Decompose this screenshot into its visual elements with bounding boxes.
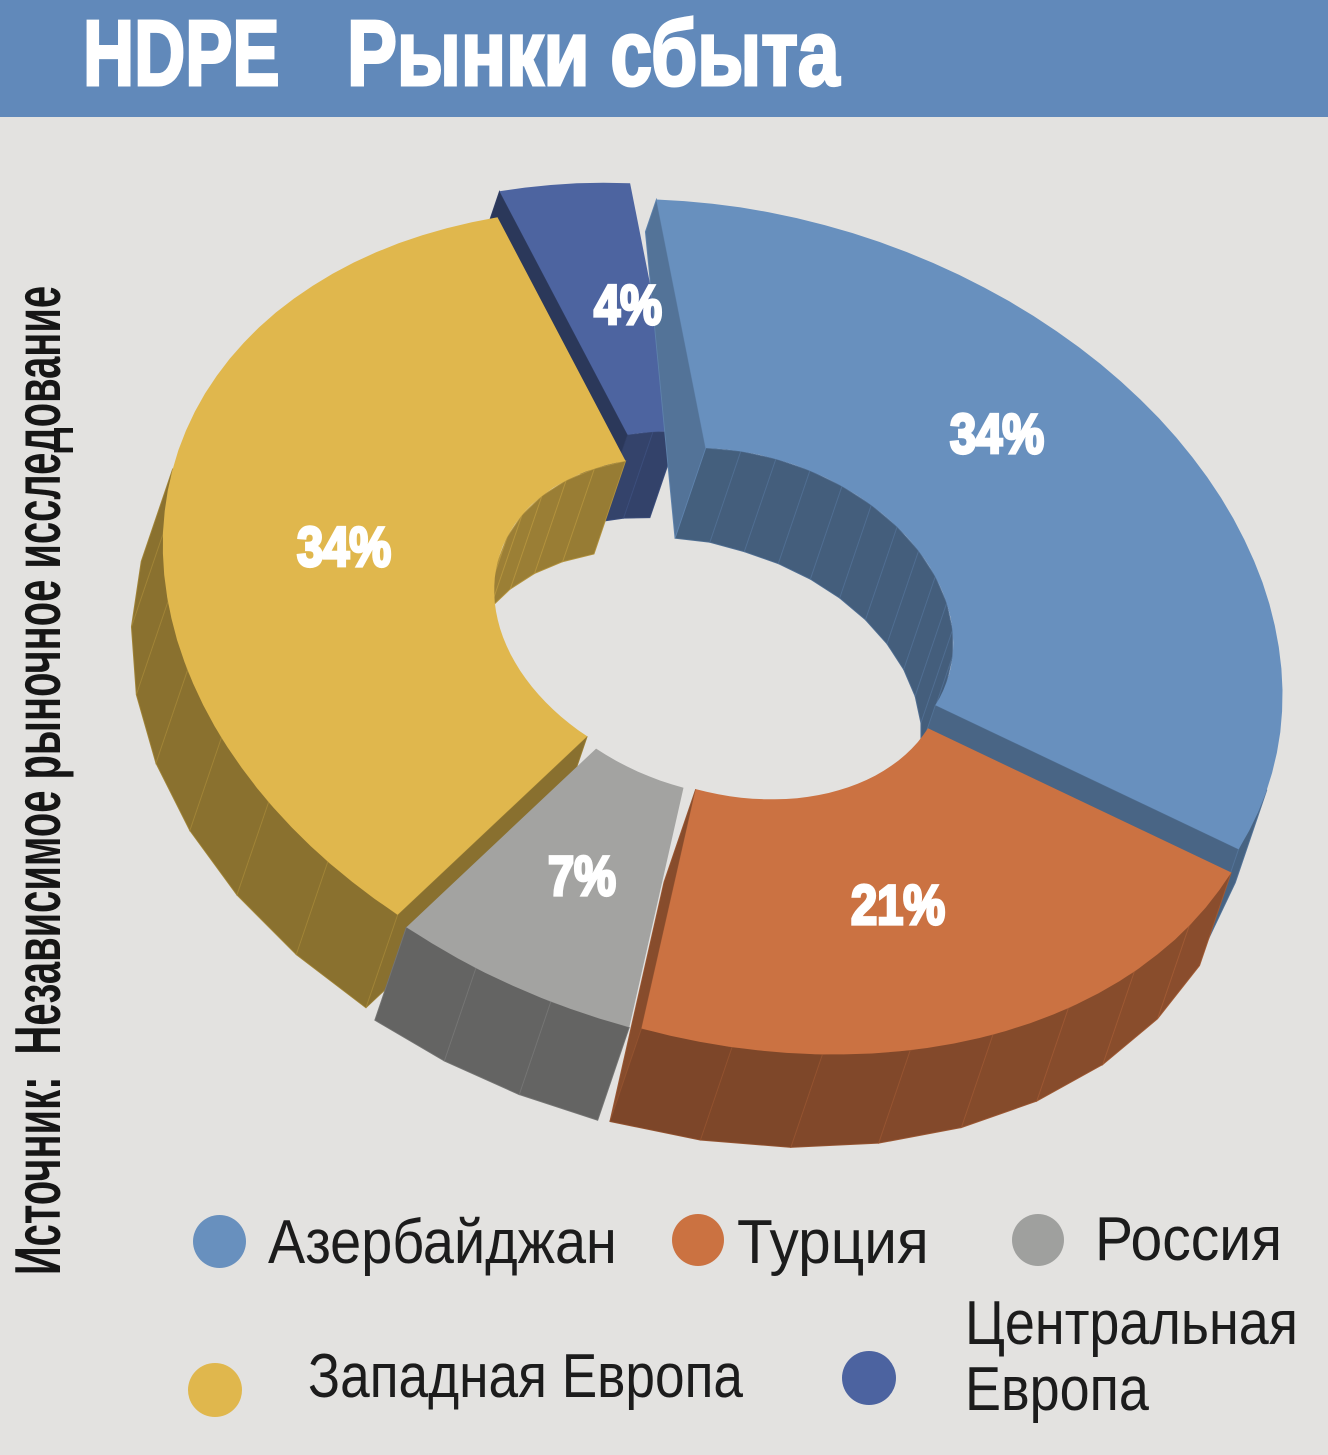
svg-text:7%: 7% [548, 844, 616, 907]
svg-text:21%: 21% [851, 873, 945, 936]
svg-text:34%: 34% [297, 515, 391, 578]
svg-text:34%: 34% [950, 402, 1044, 465]
svg-text:4%: 4% [594, 273, 662, 336]
